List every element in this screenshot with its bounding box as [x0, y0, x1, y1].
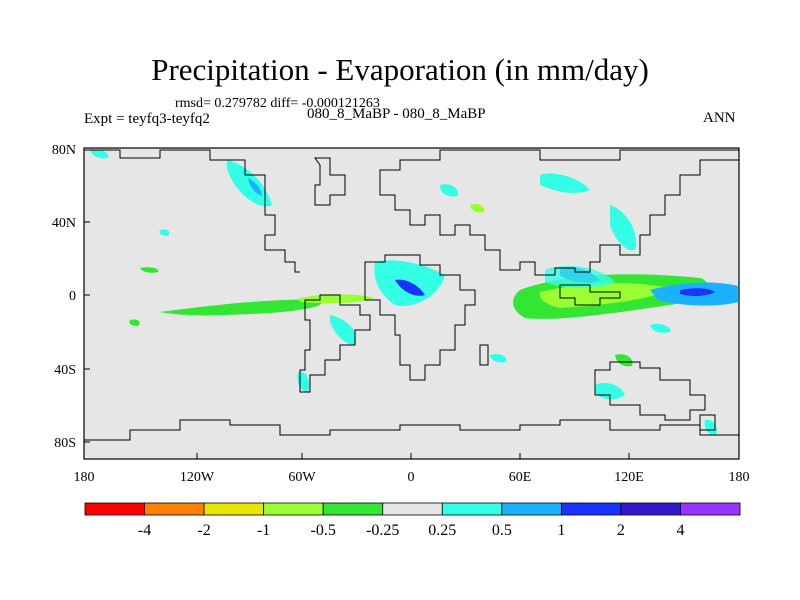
case-label: 080_8_MaBP - 080_8_MaBP	[307, 106, 486, 122]
colorbar-swatch	[680, 502, 741, 516]
coast-australia	[594, 361, 706, 421]
lon-label-180w: 180	[74, 470, 95, 485]
plot-title: Precipitation - Evaporation (in mm/day)	[151, 52, 649, 87]
colorbar	[84, 502, 741, 516]
lat-label-40s: 40S	[54, 363, 76, 378]
coast-africa	[364, 254, 476, 381]
stats-line: rmsd= 0.279782 diff= -0.000121263	[175, 96, 380, 111]
colorbar-label: 0.25	[428, 522, 456, 539]
cyan-patch-asia	[610, 205, 636, 251]
lon-label-60w: 60W	[288, 470, 316, 485]
blue-patch-africa	[395, 279, 425, 296]
colorbar-swatch	[441, 502, 503, 516]
coast-north-america	[84, 149, 300, 273]
cyan-spot-3	[650, 323, 671, 333]
green-spot-3	[470, 203, 485, 213]
coast-nz	[699, 414, 716, 431]
colorbar-label: 0.5	[492, 522, 512, 539]
lat-label-eq: 0	[69, 289, 76, 304]
lat-label-40n: 40N	[52, 216, 76, 231]
colorbar-label: 2	[617, 522, 625, 539]
colorbar-label: -0.25	[366, 522, 399, 539]
darkblue-patch-east-pacific	[680, 288, 715, 297]
colorbar-swatch	[203, 502, 265, 516]
colorbar-swatch	[263, 502, 324, 516]
coastlines	[84, 149, 740, 441]
lon-label-0: 0	[408, 470, 415, 485]
colorbar-swatch	[620, 502, 681, 516]
lon-label-180e: 180	[729, 470, 750, 485]
cyan-spot-1	[159, 229, 170, 236]
green-patch-australia	[615, 354, 633, 367]
colorbar-swatch	[382, 502, 443, 516]
coast-south-america	[299, 294, 371, 393]
lat-label-80s: 80S	[54, 436, 76, 451]
colorbar-label: -0.5	[311, 522, 336, 539]
lat-label-80n: 80N	[52, 143, 76, 158]
colorbar-swatch	[560, 502, 622, 516]
colorbar-swatch	[322, 502, 384, 516]
coast-greenland	[314, 157, 346, 206]
colorbar-swatch	[501, 502, 562, 516]
green-spot-2	[129, 319, 140, 326]
lon-label-120w: 120W	[180, 470, 215, 485]
cyan-patch-asia-north	[540, 173, 590, 193]
colorbar-swatch	[84, 502, 145, 516]
cyan-spot-2	[440, 184, 459, 197]
cyan-spot-4	[490, 353, 507, 363]
colorbar-label: -1	[257, 522, 270, 539]
green-spot-1	[140, 267, 159, 273]
season-label: ANN	[703, 110, 736, 126]
green-band-atlantic-2	[300, 294, 375, 304]
lightgreen-band-pacific	[539, 283, 670, 308]
coast-maritime	[559, 284, 621, 306]
experiment-label: Expt = teyfq3-teyfq2	[84, 111, 210, 127]
coast-eurasia	[379, 149, 740, 276]
colorbar-label: 4	[676, 522, 684, 539]
coast-antarctica	[84, 419, 739, 441]
blue-patch-north-america	[248, 178, 262, 196]
colorbar-labels: -4 -2 -1 -0.5 -0.25 0.25 0.5 1 2 4	[138, 522, 685, 539]
cyan-patch-nz	[704, 419, 718, 436]
ticks	[84, 147, 630, 459]
colorbar-label: -2	[197, 522, 210, 539]
colorbar-swatch	[144, 502, 205, 516]
lon-label-60e: 60E	[509, 470, 532, 485]
lon-label-120e: 120E	[614, 470, 644, 485]
colorbar-label: 1	[557, 522, 565, 539]
cyan-spot-5	[90, 149, 109, 159]
green-band-atlantic	[160, 299, 322, 316]
cyan-patch-indonesia	[545, 266, 615, 288]
coast-madagascar	[479, 344, 489, 366]
colorbar-label: -4	[138, 522, 151, 539]
cyan-patch-south-america	[330, 315, 356, 345]
